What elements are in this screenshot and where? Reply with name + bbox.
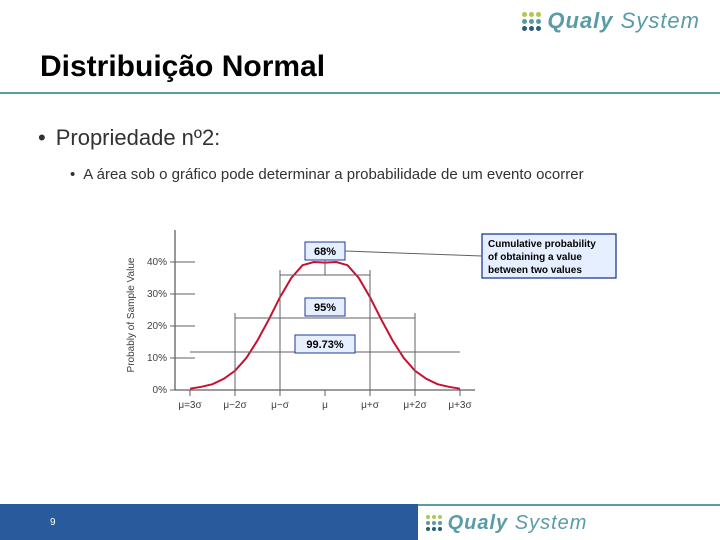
xtick-1: μ−2σ bbox=[223, 400, 247, 411]
page-title: Distribuição Normal bbox=[40, 50, 325, 84]
bullet-level-1: • Propriedade nº2: bbox=[38, 125, 220, 151]
brand-logo-top: Qualy System bbox=[522, 8, 700, 34]
brand-text-footer: Qualy System bbox=[448, 512, 588, 535]
ytick-3: 30% bbox=[147, 289, 167, 300]
footer-right-logo: Qualy System bbox=[418, 504, 720, 540]
ytick-0: 0% bbox=[153, 385, 168, 396]
slide-footer: 9 Qualy System bbox=[0, 504, 720, 540]
brand-text: Qualy System bbox=[547, 8, 700, 34]
bullet-2-text: A área sob o gráfico pode determinar a p… bbox=[83, 166, 583, 183]
box-68-text: 68% bbox=[314, 246, 336, 258]
cumulative-line1: Cumulative probability bbox=[488, 239, 596, 250]
footer-left-bar: 9 bbox=[0, 504, 418, 540]
normal-curve bbox=[190, 262, 460, 389]
box-95: 95% bbox=[305, 298, 345, 316]
brand-text-part1: Qualy bbox=[547, 8, 620, 33]
brand-text-part1-f: Qualy bbox=[448, 512, 515, 534]
cumulative-line2: of obtaining a value bbox=[488, 252, 582, 263]
ytick-1: 10% bbox=[147, 353, 167, 364]
box-95-text: 95% bbox=[314, 302, 336, 314]
cumulative-callout: Cumulative probability of obtaining a va… bbox=[345, 234, 616, 278]
brand-dots-icon bbox=[522, 12, 541, 31]
sigma-span-lines bbox=[190, 270, 460, 390]
xtick-5: μ+2σ bbox=[403, 400, 427, 411]
ytick-4: 40% bbox=[147, 257, 167, 268]
brand-text-part2: System bbox=[621, 8, 700, 33]
title-underline bbox=[0, 92, 720, 94]
box-9973: 99.73% bbox=[295, 335, 355, 353]
bullet-level-2: • A área sob o gráfico pode determinar a … bbox=[70, 165, 680, 185]
ytick-2: 20% bbox=[147, 321, 167, 332]
xtick-2: μ−σ bbox=[271, 400, 290, 411]
cumulative-line3: between two values bbox=[488, 265, 582, 276]
y-ticks: 0% 10% 20% 30% 40% bbox=[147, 257, 195, 396]
brand-dots-icon bbox=[426, 515, 442, 531]
bullet-1-text: Propriedade nº2: bbox=[56, 125, 221, 150]
box-68: 68% bbox=[305, 242, 345, 275]
brand-text-part2-f: System bbox=[515, 512, 588, 534]
page-number: 9 bbox=[50, 517, 56, 528]
xtick-3: μ bbox=[322, 400, 328, 411]
normal-distribution-chart: 0% 10% 20% 30% 40% Probably of Sample Va… bbox=[120, 220, 620, 430]
chart-svg: 0% 10% 20% 30% 40% Probably of Sample Va… bbox=[120, 220, 620, 430]
xtick-0: μ=3σ bbox=[178, 400, 202, 411]
box-9973-text: 99.73% bbox=[306, 339, 344, 351]
xtick-6: μ+3σ bbox=[448, 400, 472, 411]
xtick-4: μ+σ bbox=[361, 400, 380, 411]
x-ticks: μ=3σ μ−2σ μ−σ μ μ+σ μ+2σ μ+3σ bbox=[178, 390, 472, 411]
bullet-dot-icon: • bbox=[70, 166, 75, 183]
bullet-dot-icon: • bbox=[38, 125, 46, 150]
y-axis-label: Probably of Sample Value bbox=[126, 257, 137, 372]
